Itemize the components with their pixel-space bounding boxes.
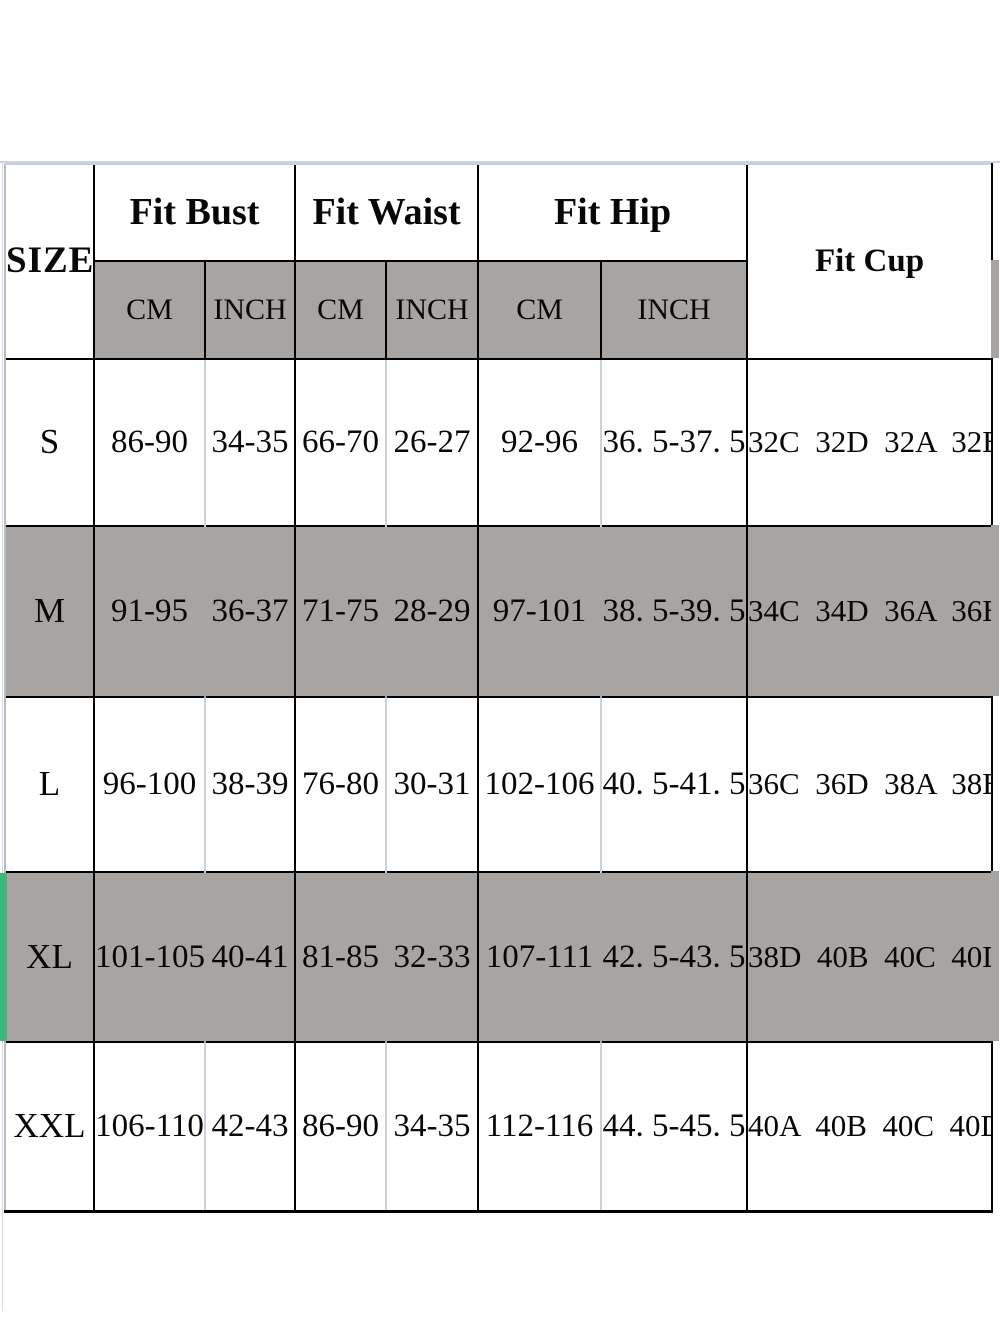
cell-bust-inch: 42-43 <box>203 1041 296 1213</box>
cell-hip-cm: 107-111 <box>477 871 602 1042</box>
header-group-row: SIZE Fit Bust Fit Waist Fit Hip Fit Cup <box>4 163 994 359</box>
cell-hip-inch: 44. 5-45. 5 <box>600 1041 748 1213</box>
cell-waist-cm: 86-90 <box>294 1041 387 1213</box>
cell-bust-inch: 40-41 <box>203 871 296 1042</box>
gray-bleed-row-xl <box>991 871 999 1041</box>
cell-size: XL <box>4 871 94 1042</box>
size-row-xxl: XXL 106-110 42-43 86-90 34-35 112-116 44… <box>4 1041 994 1213</box>
cell-hip-inch: 36. 5-37. 5 <box>600 358 748 526</box>
cell-hip-cm: 92-96 <box>477 358 602 526</box>
cell-fit-cup: 34C 34D 36A 36B <box>746 525 994 697</box>
cell-waist-cm: 76-80 <box>294 696 387 872</box>
cell-bust-inch: 36-37 <box>203 525 296 697</box>
cell-waist-cm: 66-70 <box>294 358 387 526</box>
cell-waist-inch: 28-29 <box>385 525 479 697</box>
cell-fit-cup: 36C 36D 38A 38B <box>746 696 994 872</box>
cell-bust-inch: 34-35 <box>203 358 296 526</box>
gray-bleed-units <box>991 260 999 358</box>
cell-hip-inch: 38. 5-39. 5 <box>600 525 748 697</box>
size-row-s: S 86-90 34-35 66-70 26-27 92-96 36. 5-37… <box>4 358 994 526</box>
header-fit-cup: Fit Cup <box>746 163 994 359</box>
sheet-gridline-left <box>2 161 3 1311</box>
unit-waist-inch: INCH <box>385 260 479 359</box>
cell-hip-cm: 102-106 <box>477 696 602 872</box>
size-row-m: M 91-95 36-37 71-75 28-29 97-101 38. 5-3… <box>4 525 994 697</box>
cell-fit-cup: 38D 40B 40C 40D <box>746 871 994 1042</box>
header-units-row: CM INCH CM INCH CM INCH <box>5 260 992 359</box>
unit-waist-cm: CM <box>294 260 387 359</box>
sheet-gridline-top <box>0 161 1000 163</box>
gray-bleed-row-m <box>991 525 999 696</box>
size-row-l: L 96-100 38-39 76-80 30-31 102-106 40. 5… <box>4 696 994 872</box>
unit-hip-cm: CM <box>477 260 602 359</box>
cell-hip-cm: 112-116 <box>477 1041 602 1213</box>
unit-hip-inch: INCH <box>600 260 748 359</box>
cell-size: S <box>4 358 94 526</box>
cell-waist-inch: 26-27 <box>385 358 479 526</box>
cell-hip-inch: 40. 5-41. 5 <box>600 696 748 872</box>
size-row-xl: XL 101-105 40-41 81-85 32-33 107-111 42.… <box>4 871 994 1042</box>
xl-row-highlight-bar <box>0 873 7 1041</box>
unit-bust-cm: CM <box>93 260 205 359</box>
cell-size: M <box>4 525 94 697</box>
header-fit-hip: Fit Hip <box>477 163 748 261</box>
cell-hip-inch: 42. 5-43. 5 <box>600 871 748 1042</box>
cell-size: XXL <box>4 1041 94 1213</box>
cell-waist-cm: 71-75 <box>294 525 387 697</box>
cell-size: L <box>4 696 94 872</box>
cell-bust-cm: 91-95 <box>93 525 205 697</box>
cell-fit-cup: 32C 32D 32A 32B <box>746 358 994 526</box>
cell-waist-cm: 81-85 <box>294 871 387 1042</box>
cell-waist-inch: 32-33 <box>385 871 479 1042</box>
header-fit-bust: Fit Bust <box>92 163 296 261</box>
header-fit-waist: Fit Waist <box>294 163 479 261</box>
header-size: SIZE <box>4 163 94 359</box>
cell-fit-cup: 40A 40B 40C 40D <box>746 1041 994 1213</box>
cell-bust-inch: 38-39 <box>203 696 296 872</box>
size-chart-table: SIZE Fit Bust Fit Waist Fit Hip Fit Cup … <box>4 163 994 1213</box>
cell-bust-cm: 96-100 <box>93 696 205 872</box>
cell-hip-cm: 97-101 <box>477 525 602 697</box>
cell-bust-cm: 101-105 <box>93 871 205 1042</box>
cell-waist-inch: 34-35 <box>385 1041 479 1213</box>
cell-bust-cm: 106-110 <box>93 1041 205 1213</box>
unit-bust-inch: INCH <box>203 260 296 359</box>
cell-waist-inch: 30-31 <box>385 696 479 872</box>
cell-bust-cm: 86-90 <box>93 358 205 526</box>
